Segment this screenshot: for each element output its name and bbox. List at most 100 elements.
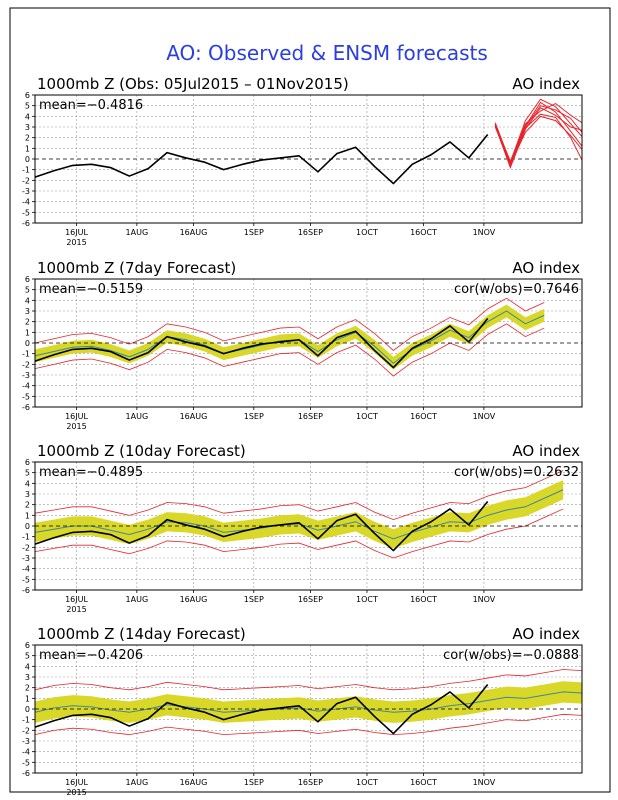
y-tick-label: -5 [22, 208, 30, 217]
y-tick-label: -5 [22, 758, 30, 767]
panel-title: 1000mb Z (14day Forecast) [37, 625, 246, 643]
y-tick-label: 0 [25, 155, 30, 164]
y-tick-label: 4 [25, 662, 30, 671]
x-tick-label: 16JUL [65, 778, 88, 787]
x-tick-label: 16OCT [410, 595, 437, 604]
y-tick-label: 2 [25, 501, 30, 510]
mean-label: mean=−0.4895 [39, 465, 143, 480]
forecast-member-line [494, 113, 583, 167]
x-tick-label: 1AUG [126, 412, 149, 421]
figure-title: AO: Observed & ENSM forecasts [166, 41, 488, 65]
x-tick-label: 16SEP [298, 595, 323, 604]
year-label: 2015 [66, 238, 86, 247]
ensemble-mean-line [34, 691, 583, 713]
y-tick-label: 1 [25, 328, 30, 337]
chart-panel-2: 1000mb Z (7day Forecast) AO index 6 54 3 21 0 -… [22, 259, 583, 431]
x-tick-label: 16AUG [180, 595, 208, 604]
y-tick-label: -6 [22, 769, 30, 778]
y-tick-label: 1 [25, 511, 30, 520]
correlation-label: cor(w/obs)=0.7646 [454, 282, 579, 297]
y-tick-label: -5 [22, 575, 30, 584]
y-tick-label: -2 [22, 543, 30, 552]
y-tick-label: 5 [25, 652, 30, 661]
x-tick-label: 1NOV [473, 412, 496, 421]
chart-panel-3: 1000mb Z (10day Forecast) AO index 6 54 3 21 0… [22, 442, 583, 614]
x-tick-label: 16AUG [180, 778, 208, 787]
y-tick-label: -4 [22, 198, 30, 207]
x-tick-label: 16OCT [410, 778, 437, 787]
y-tick-label: -2 [22, 726, 30, 735]
x-tick-label: 1NOV [473, 595, 496, 604]
y-tick-label: -3 [22, 737, 30, 746]
observed-line [34, 133, 489, 185]
envelope-lower [34, 323, 545, 377]
y-tick-label: -3 [22, 554, 30, 563]
y-tick-label: -4 [22, 382, 30, 391]
observed-line [34, 683, 489, 735]
y-tick-label: 4 [25, 296, 30, 305]
x-tick-label: 1AUG [126, 595, 149, 604]
spread-band [35, 304, 545, 370]
correlation-label: cor(w/obs)=−0.0888 [443, 648, 579, 663]
y-tick-label: 0 [25, 339, 30, 348]
x-tick-label: 16JUL [65, 595, 88, 604]
year-label: 2015 [66, 788, 86, 797]
x-tick-label: 16SEP [298, 778, 323, 787]
y-tick-label: -2 [22, 176, 30, 185]
y-tick-label: 0 [25, 705, 30, 714]
y-tick-label: 6 [25, 91, 30, 100]
panel-right-label: AO index [512, 75, 580, 93]
y-tick-label: 3 [25, 123, 30, 132]
x-tick-label: 1NOV [473, 228, 496, 237]
chart-panel-4: 1000mb Z (14day Forecast) AO index 6 54 3 21 0… [22, 625, 583, 797]
observed-line [34, 500, 489, 552]
x-tick-label: 16SEP [298, 228, 323, 237]
x-tick-label: 1AUG [126, 778, 149, 787]
x-tick-label: 16OCT [410, 228, 437, 237]
ensemble-mean-line [34, 489, 564, 540]
x-tick-label: 1SEP [244, 595, 264, 604]
x-tick-label: 1NOV [473, 778, 496, 787]
mean-label: mean=−0.4816 [39, 98, 143, 113]
envelope-upper [34, 669, 583, 691]
x-tick-label: 1SEP [244, 412, 264, 421]
y-tick-label: -2 [22, 360, 30, 369]
forecast-member-line [494, 105, 583, 163]
envelope-upper [34, 470, 564, 521]
x-tick-label: 16OCT [410, 412, 437, 421]
y-tick-label: 5 [25, 286, 30, 295]
x-tick-label: 1SEP [244, 228, 264, 237]
y-tick-label: -1 [22, 533, 30, 542]
panels: 1000mb Z (Obs: 05Jul2015 – 01Nov2015) AO … [22, 75, 583, 797]
spread-band [35, 480, 564, 549]
x-tick-label: 1OCT [356, 595, 378, 604]
y-tick-label: 5 [25, 102, 30, 111]
y-tick-label: 2 [25, 134, 30, 143]
envelope-lower [34, 508, 564, 559]
y-tick-label: 3 [25, 673, 30, 682]
x-tick-label: 1OCT [356, 778, 378, 787]
y-tick-label: 3 [25, 490, 30, 499]
year-label: 2015 [66, 422, 86, 431]
y-tick-label: -3 [22, 187, 30, 196]
forecast-member-line [494, 107, 583, 169]
y-tick-label: 0 [25, 522, 30, 531]
y-tick-label: -4 [22, 748, 30, 757]
x-tick-label: 1AUG [126, 228, 149, 237]
observed-line [34, 317, 489, 369]
chart-panel-1: 1000mb Z (Obs: 05Jul2015 – 01Nov2015) AO … [22, 75, 583, 247]
y-tick-label: -4 [22, 565, 30, 574]
spread-band [35, 681, 582, 723]
x-tick-label: 16AUG [180, 412, 208, 421]
y-tick-label: 2 [25, 318, 30, 327]
y-tick-label: -6 [22, 219, 30, 228]
y-tick-label: 3 [25, 307, 30, 316]
x-tick-label: 16JUL [65, 412, 88, 421]
x-tick-label: 16SEP [298, 412, 323, 421]
panel-title: 1000mb Z (10day Forecast) [37, 442, 246, 460]
panel-title: 1000mb Z (Obs: 05Jul2015 – 01Nov2015) [37, 75, 349, 93]
y-tick-label: 1 [25, 144, 30, 153]
figure-border [9, 7, 611, 793]
y-tick-label: 5 [25, 469, 30, 478]
correlation-label: cor(w/obs)=0.2632 [454, 465, 579, 480]
